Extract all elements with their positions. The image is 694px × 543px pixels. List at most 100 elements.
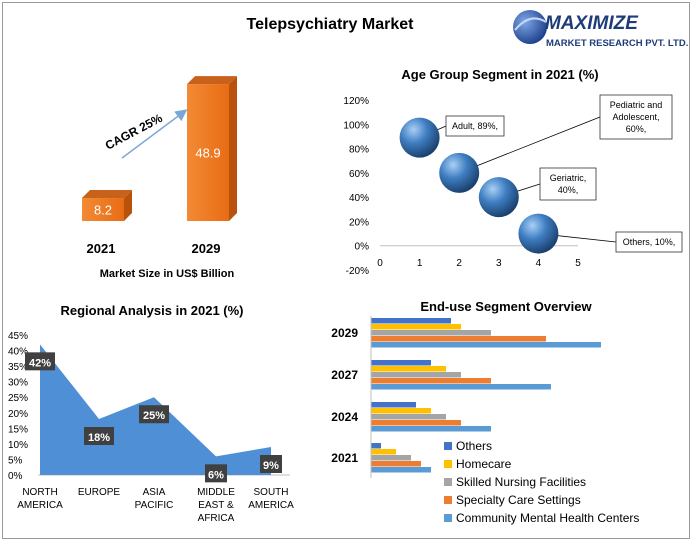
age-bubble	[518, 213, 559, 254]
end-use-bar	[371, 426, 491, 432]
market-bar-value: 48.9	[195, 146, 220, 161]
end-use-legend-label: Skilled Nursing Facilities	[456, 475, 586, 489]
end-use-bar	[371, 372, 461, 378]
regional-y-tick: 15%	[8, 424, 28, 435]
regional-data-label-box	[139, 405, 169, 424]
end-use-year-label: 2029	[331, 326, 358, 340]
regional-y-tick: 30%	[8, 378, 28, 389]
end-use-chart: End-use Segment Overview 2029 2027 2024 202…	[331, 299, 639, 525]
market-year-label: 2029	[192, 241, 221, 256]
end-use-bar	[371, 420, 461, 426]
market-size-chart: CAGR 25% Market Size in US$ Billion 8.2 2…	[82, 76, 237, 280]
end-use-year-label: 2021	[331, 451, 358, 465]
market-bar	[82, 198, 124, 221]
end-use-bar	[371, 360, 431, 366]
regional-data-label: 42%	[29, 357, 51, 369]
age-x-tick: 0	[377, 258, 383, 269]
end-use-legend-swatch	[444, 496, 452, 504]
end-use-bar	[371, 414, 446, 420]
market-bar-side	[124, 190, 132, 221]
end-use-year-label: 2024	[331, 410, 358, 424]
regional-y-tick: 0%	[8, 471, 23, 482]
regional-data-label-box	[260, 455, 282, 473]
regional-y-tick: 45%	[8, 331, 28, 342]
regional-chart: Regional Analysis in 2021 (%) 45% 40% 35% 3…	[8, 303, 294, 524]
age-x-tick: 1	[417, 258, 423, 269]
market-bar-side	[229, 76, 237, 221]
regional-y-tick: 40%	[8, 347, 28, 358]
regional-data-label: 25%	[143, 410, 165, 422]
regional-category-label: NORTH AMERICA	[17, 487, 63, 511]
end-use-bar	[371, 402, 416, 408]
age-y-tick: 60%	[349, 169, 369, 180]
age-y-tick: -20%	[346, 266, 369, 277]
end-use-year-label: 2027	[331, 368, 358, 382]
age-y-tick: 80%	[349, 145, 369, 156]
page-title: Telepsychiatry Market	[247, 16, 415, 33]
age-y-tick: 40%	[349, 193, 369, 204]
end-use-title: End-use Segment Overview	[420, 299, 592, 314]
end-use-bar	[371, 324, 461, 330]
end-use-bar	[371, 384, 551, 390]
age-y-tick: 100%	[343, 120, 369, 131]
regional-category-label: ASIA PACIFIC	[135, 487, 174, 511]
age-label-box	[599, 94, 673, 140]
regional-y-tick: 20%	[8, 409, 28, 420]
market-bar-value: 8.2	[94, 203, 112, 218]
age-bubble	[399, 117, 440, 158]
age-group-chart: Age Group Segment in 2021 (%) 120%100%80…	[343, 67, 683, 277]
end-use-bar	[371, 336, 546, 342]
age-x-tick: 5	[575, 258, 581, 269]
logo-sub: MARKET RESEARCH PVT. LTD.	[546, 38, 688, 49]
cagr-annotation: CAGR 25%	[103, 111, 165, 153]
end-use-legend-swatch	[444, 478, 452, 486]
end-use-bar	[371, 461, 421, 467]
end-use-legend-label: Homecare	[456, 457, 512, 471]
age-point-label: Others, 10%,	[623, 237, 676, 247]
regional-y-tick: 35%	[8, 362, 28, 373]
age-x-tick: 3	[496, 258, 502, 269]
end-use-bar	[371, 455, 411, 461]
age-y-tick: 20%	[349, 217, 369, 228]
market-bar	[187, 84, 229, 221]
regional-category-label: EUROPE	[78, 487, 121, 498]
end-use-bar	[371, 318, 451, 324]
age-x-tick: 2	[456, 258, 462, 269]
end-use-legend-swatch	[444, 442, 452, 450]
regional-data-label: 6%	[208, 469, 224, 481]
regional-y-tick: 25%	[8, 393, 28, 404]
end-use-bar	[371, 408, 431, 414]
market-bar-top	[82, 190, 132, 199]
age-label-box	[445, 115, 505, 137]
age-y-tick: 0%	[355, 242, 370, 253]
age-bubble	[478, 177, 519, 218]
age-label-box	[615, 231, 683, 253]
regional-y-tick: 5%	[8, 455, 23, 466]
age-y-tick: 120%	[343, 96, 369, 107]
end-use-legend-swatch	[444, 514, 452, 522]
regional-title: Regional Analysis in 2021 (%)	[60, 303, 243, 318]
market-size-axis-label: Market Size in US$ Billion	[100, 268, 235, 280]
end-use-bar	[371, 342, 601, 348]
age-x-tick: 4	[536, 258, 542, 269]
age-label-box	[539, 167, 597, 201]
regional-y-tick: 10%	[8, 440, 28, 451]
age-leader-line	[459, 116, 601, 174]
market-year-label: 2021	[87, 241, 116, 256]
end-use-bar	[371, 443, 381, 449]
regional-data-label-box	[25, 352, 55, 371]
end-use-bar	[371, 449, 396, 455]
end-use-bar	[371, 366, 446, 372]
age-point-label: Geriatric, 40%,	[550, 173, 587, 195]
market-bar-top	[187, 76, 237, 85]
regional-data-label-box	[84, 427, 114, 445]
regional-data-label-box	[205, 464, 227, 483]
regional-category-label: SOUTH AMERICA	[248, 487, 294, 511]
logo: MAXIMIZE MARKET RESEARCH PVT. LTD.	[513, 10, 688, 49]
end-use-legend-label: Specialty Care Settings	[456, 493, 581, 507]
age-point-label: Pediatric and Adolescent, 60%,	[610, 100, 663, 134]
end-use-legend-label: Others	[456, 439, 492, 453]
age-group-title: Age Group Segment in 2021 (%)	[401, 67, 598, 82]
